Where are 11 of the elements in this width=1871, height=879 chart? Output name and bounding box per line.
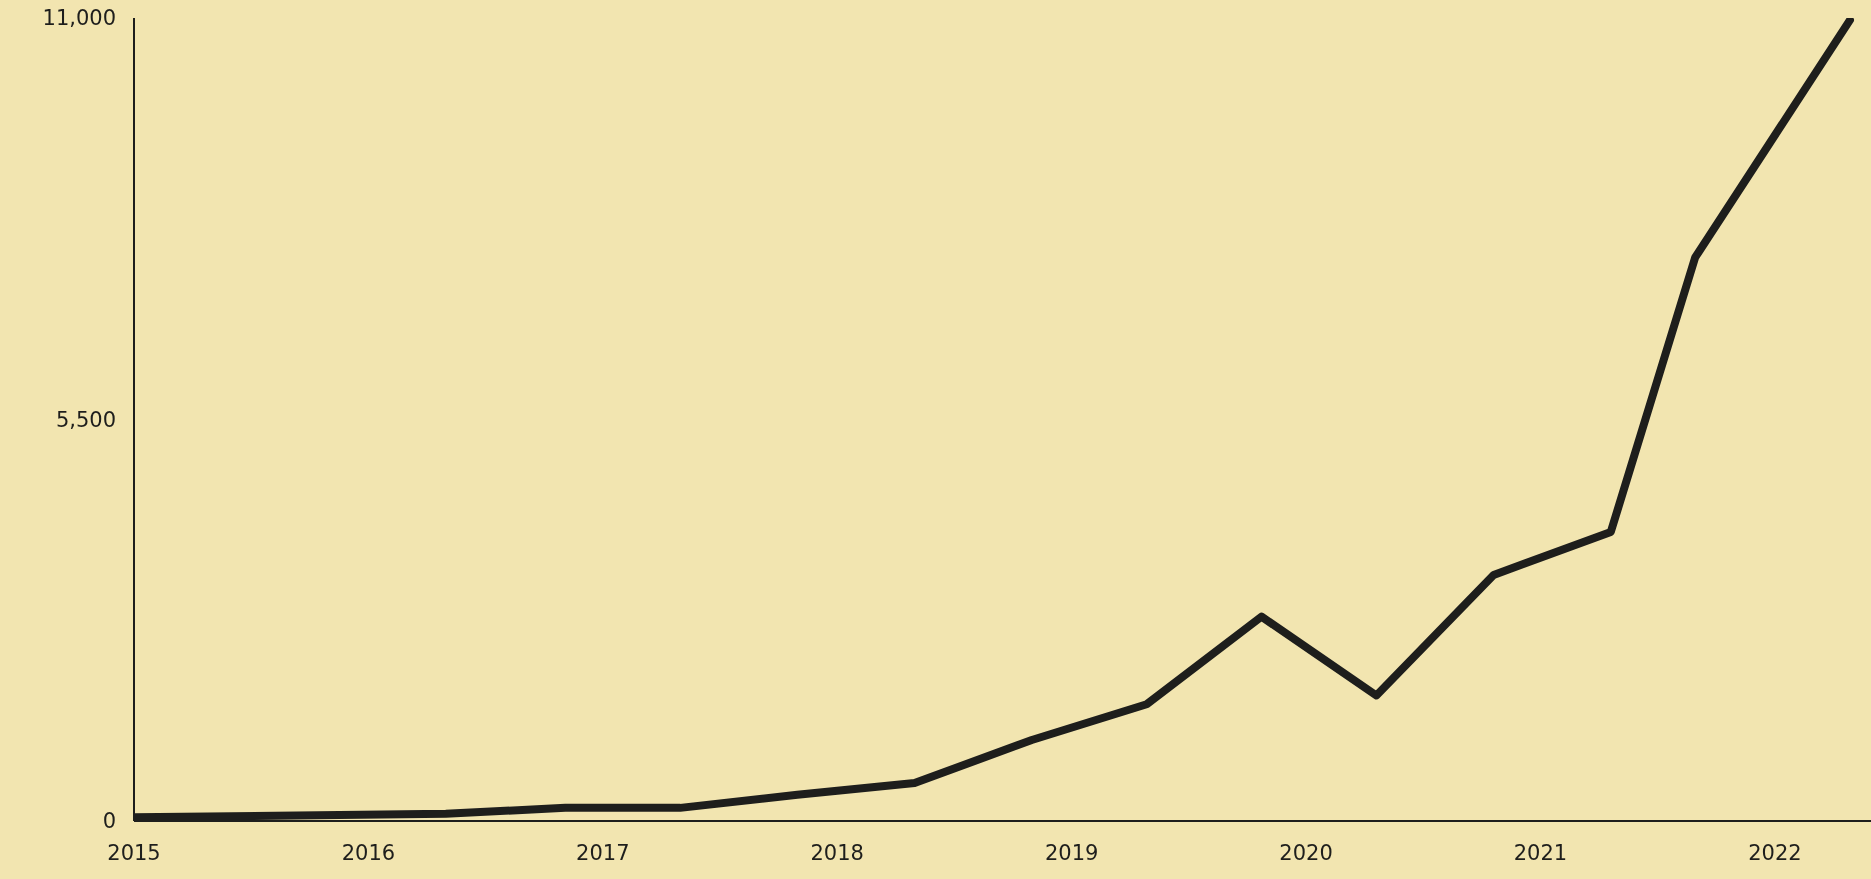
- x-tick-label: 2018: [810, 840, 864, 865]
- x-tick-label: 2017: [576, 840, 630, 865]
- x-tick-label: 2021: [1513, 840, 1568, 865]
- y-tick-label: 11,000: [42, 6, 116, 31]
- y-tick-label: 0: [102, 809, 116, 834]
- x-tick-label: 2015: [107, 840, 161, 865]
- x-tick-label: 2019: [1044, 840, 1099, 865]
- x-tick-label: 2020: [1279, 840, 1333, 865]
- x-tick-label: 2022: [1748, 840, 1802, 865]
- y-tick-label: 5,500: [55, 407, 116, 432]
- x-tick-label: 2016: [341, 840, 396, 865]
